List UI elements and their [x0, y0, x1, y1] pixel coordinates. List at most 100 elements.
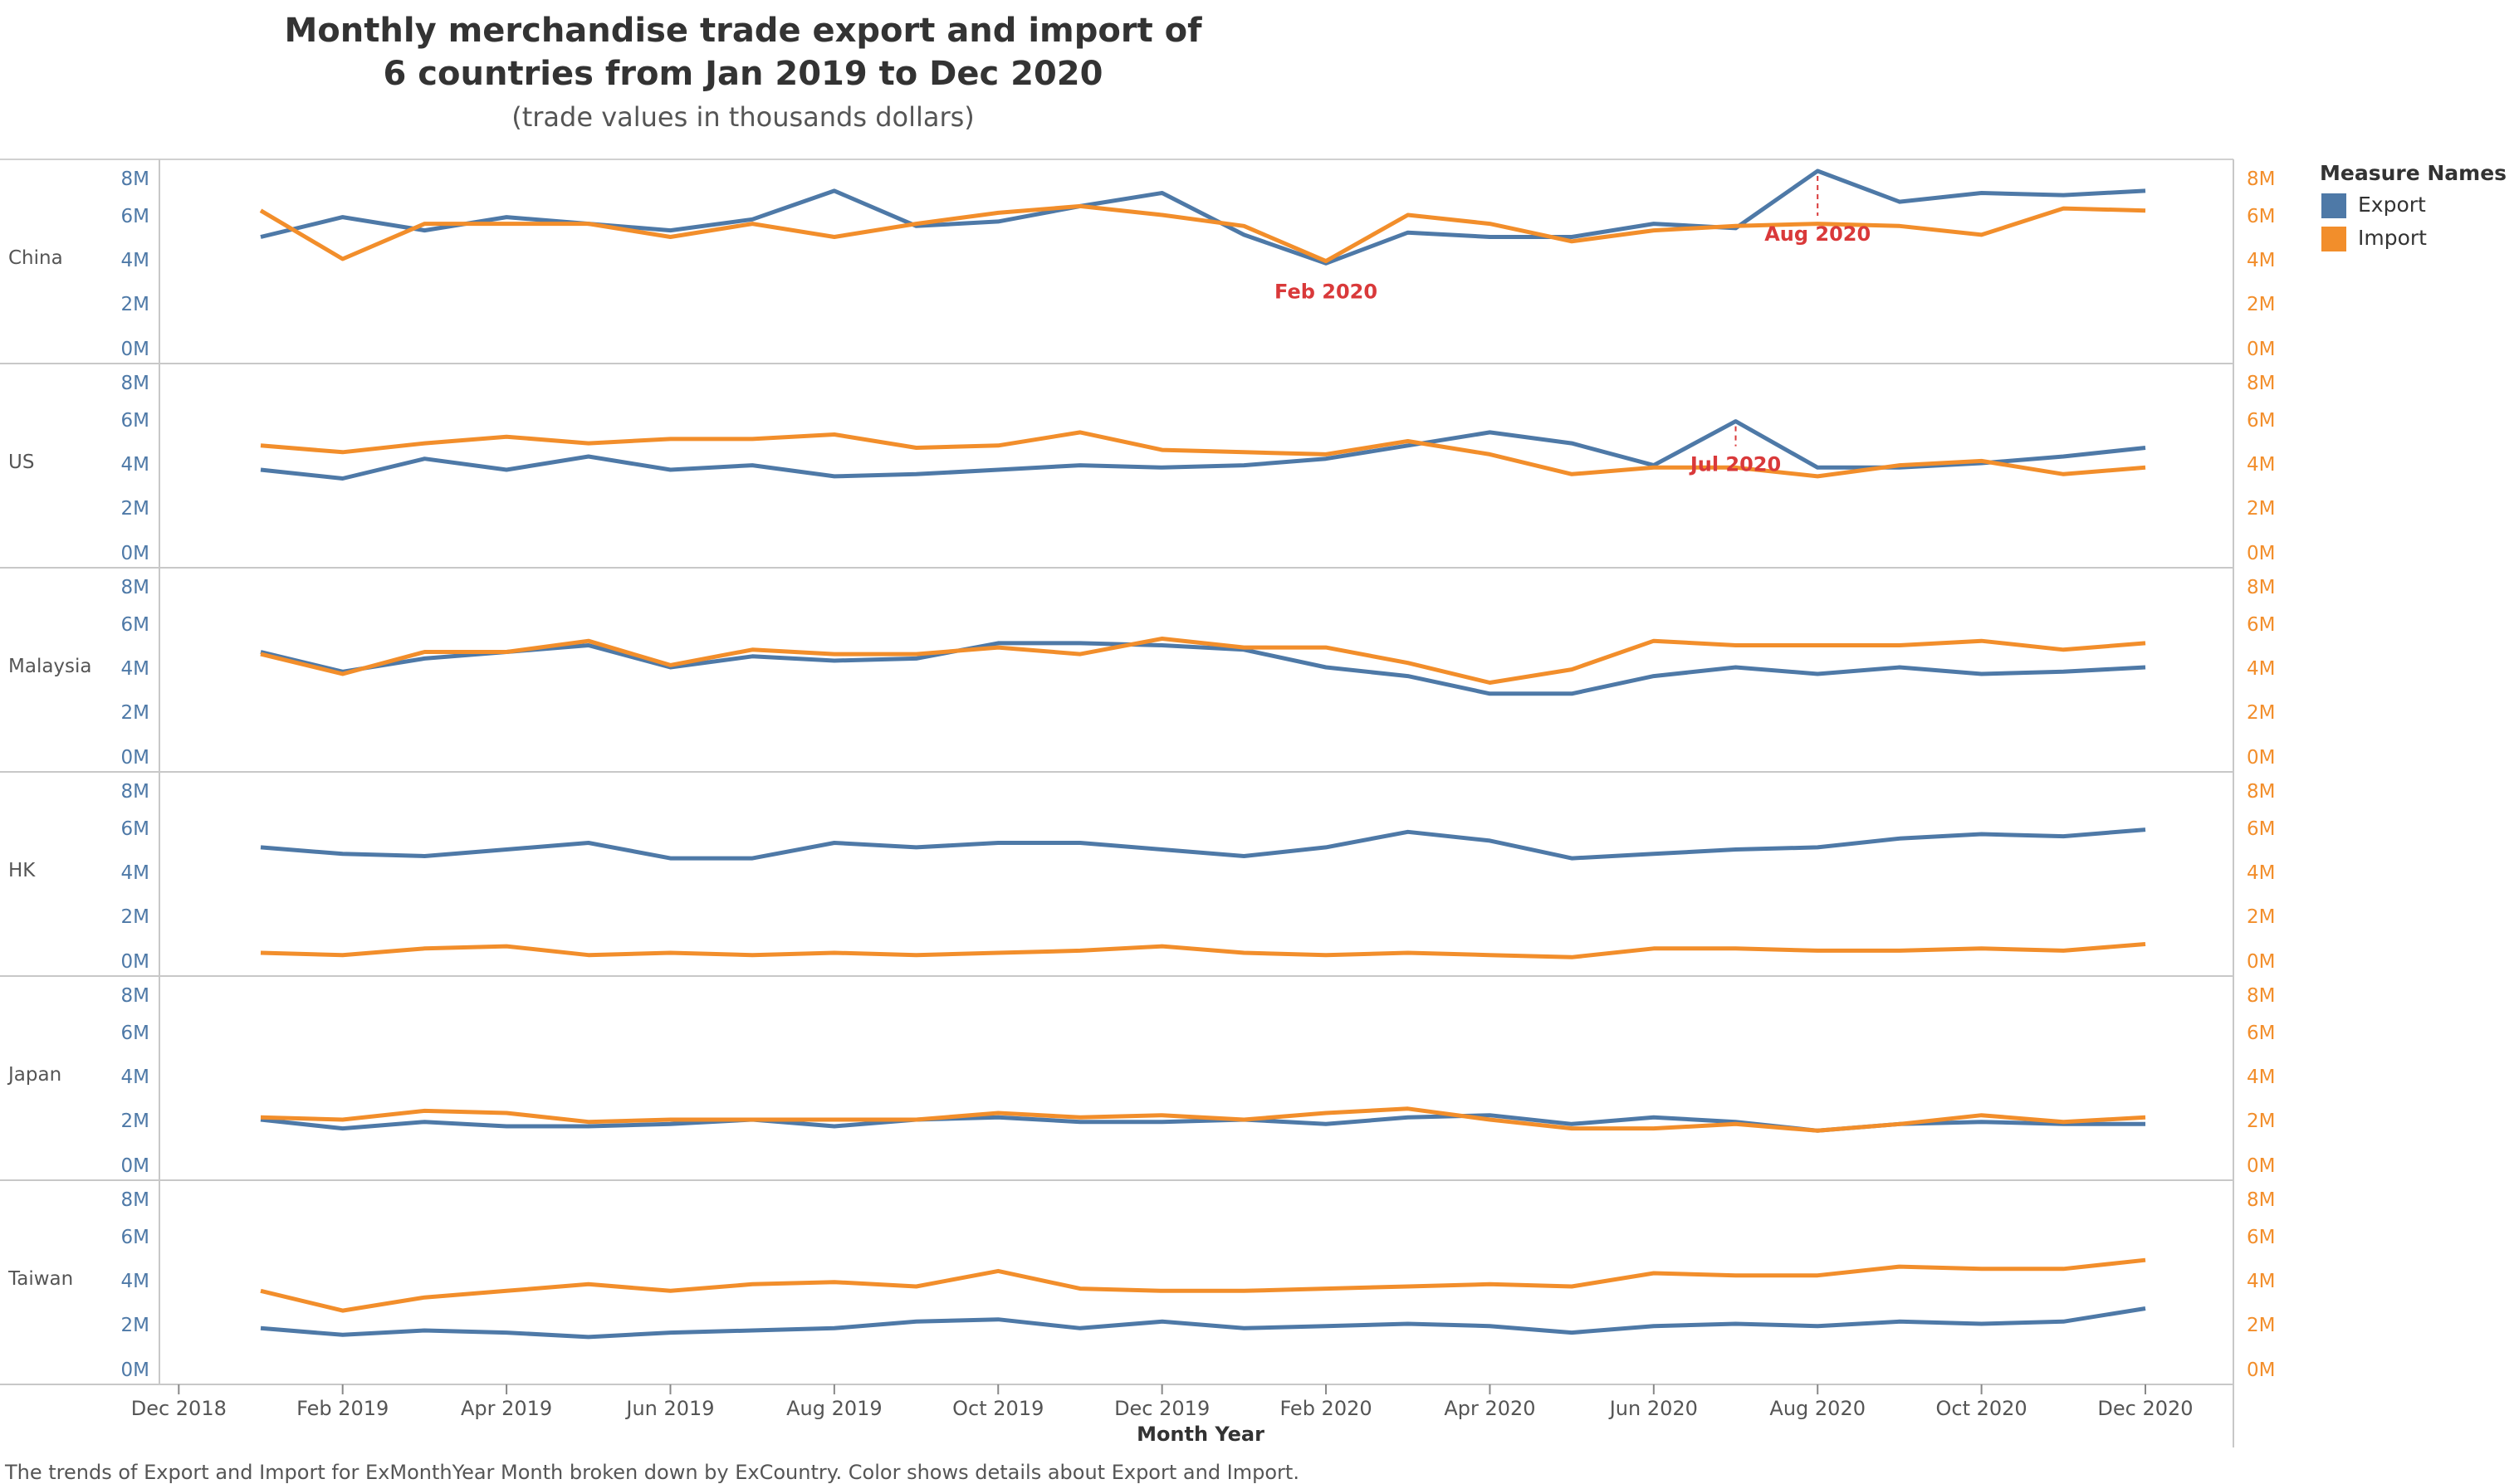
y-tick-right: 2M	[2247, 294, 2275, 315]
y-tick-left: 2M	[121, 906, 149, 928]
panel-label-us: US	[8, 452, 34, 473]
y-tick-right: 6M	[2247, 614, 2275, 636]
x-axis-label: Month Year	[1137, 1423, 1264, 1446]
y-tick-left: 2M	[121, 702, 149, 724]
export-line-china	[260, 168, 2146, 266]
annotation-label: Aug 2020	[1764, 222, 1871, 246]
y-tick-left: 6M	[121, 1227, 149, 1248]
x-tick-label: Aug 2020	[1769, 1397, 1866, 1420]
y-tick-right: 0M	[2247, 1360, 2275, 1381]
export-line-hk	[260, 827, 2146, 861]
x-tick-label: Dec 2018	[131, 1397, 227, 1420]
y-tick-right: 8M	[2247, 373, 2275, 394]
chart-subtitle: (trade values in thousands dollars)	[511, 101, 975, 133]
import-line-us	[260, 430, 2146, 479]
y-tick-right: 6M	[2247, 1023, 2275, 1044]
y-tick-right: 4M	[2247, 862, 2275, 884]
x-tick-label: Jun 2019	[624, 1397, 714, 1420]
x-tick-label: Feb 2019	[296, 1397, 389, 1420]
y-tick-left: 0M	[121, 747, 149, 769]
y-tick-left: 8M	[121, 168, 149, 190]
panel-label-malaysia: Malaysia	[8, 656, 92, 677]
y-tick-left: 8M	[121, 985, 149, 1007]
y-tick-left: 6M	[121, 614, 149, 636]
y-tick-right: 2M	[2247, 1111, 2275, 1132]
annotation-label: Feb 2020	[1274, 280, 1377, 303]
chart-caption: The trends of Export and Import for ExMo…	[5, 1461, 1299, 1484]
x-tick-label: Apr 2020	[1444, 1397, 1535, 1420]
y-tick-left: 8M	[121, 577, 149, 598]
y-tick-left: 4M	[121, 1271, 149, 1292]
y-tick-left: 2M	[121, 1111, 149, 1132]
y-tick-right: 2M	[2247, 702, 2275, 724]
panel-label-hk: HK	[8, 860, 36, 881]
y-tick-right: 8M	[2247, 168, 2275, 190]
import-line-hk	[260, 942, 2146, 959]
y-tick-right: 2M	[2247, 498, 2275, 520]
y-tick-right: 0M	[2247, 543, 2275, 564]
y-tick-left: 4M	[121, 1067, 149, 1088]
y-tick-left: 8M	[121, 781, 149, 803]
y-tick-right: 8M	[2247, 577, 2275, 598]
x-tick-label: Feb 2020	[1279, 1397, 1372, 1420]
y-tick-left: 4M	[121, 250, 149, 271]
y-tick-left: 0M	[121, 1155, 149, 1177]
y-tick-right: 4M	[2247, 1067, 2275, 1088]
legend-label-export: Export	[2358, 193, 2426, 217]
export-line-taiwan	[260, 1306, 2146, 1340]
chart-title-line-2: 6 countries from Jan 2019 to Dec 2020	[383, 55, 1103, 93]
import-line-malaysia	[260, 637, 2146, 685]
y-tick-left: 0M	[121, 951, 149, 973]
y-tick-right: 8M	[2247, 781, 2275, 803]
y-tick-left: 2M	[121, 294, 149, 315]
panel-label-japan: Japan	[7, 1064, 61, 1086]
import-line-taiwan	[260, 1257, 2146, 1313]
y-tick-left: 2M	[121, 1315, 149, 1336]
y-tick-left: 4M	[121, 862, 149, 884]
y-tick-left: 6M	[121, 206, 149, 227]
chart-title-line-1: Monthly merchandise trade export and imp…	[284, 12, 1202, 50]
y-tick-right: 2M	[2247, 906, 2275, 928]
y-tick-left: 6M	[121, 410, 149, 432]
annotation-label: Jul 2020	[1689, 453, 1781, 476]
y-tick-right: 6M	[2247, 1227, 2275, 1248]
y-tick-left: 8M	[121, 373, 149, 394]
import-line-japan	[260, 1106, 2146, 1133]
y-tick-left: 4M	[121, 454, 149, 476]
y-tick-right: 8M	[2247, 985, 2275, 1007]
x-tick-label: Apr 2019	[461, 1397, 552, 1420]
y-tick-left: 4M	[121, 658, 149, 680]
y-tick-left: 8M	[121, 1189, 149, 1211]
export-line-malaysia	[260, 641, 2146, 696]
y-tick-right: 4M	[2247, 658, 2275, 680]
x-tick-label: Oct 2019	[952, 1397, 1044, 1420]
y-tick-right: 0M	[2247, 747, 2275, 769]
y-tick-left: 0M	[121, 543, 149, 564]
y-tick-right: 6M	[2247, 206, 2275, 227]
export-line-us	[260, 419, 2146, 481]
y-tick-right: 8M	[2247, 1189, 2275, 1211]
y-tick-right: 6M	[2247, 818, 2275, 840]
y-tick-right: 0M	[2247, 1155, 2275, 1177]
x-tick-label: Oct 2020	[1936, 1397, 2027, 1420]
y-tick-left: 0M	[121, 339, 149, 360]
legend-item-export[interactable]: Export	[2321, 193, 2426, 218]
y-tick-right: 0M	[2247, 951, 2275, 973]
y-tick-right: 4M	[2247, 250, 2275, 271]
y-tick-right: 0M	[2247, 339, 2275, 360]
y-tick-left: 6M	[121, 818, 149, 840]
legend-item-import[interactable]: Import	[2321, 226, 2427, 251]
y-tick-right: 4M	[2247, 1271, 2275, 1292]
panel-label-taiwan: Taiwan	[7, 1268, 73, 1290]
panel-label-china: China	[8, 247, 63, 269]
legend-title: Measure Names	[2320, 161, 2507, 185]
y-tick-left: 6M	[121, 1023, 149, 1044]
legend-label-import: Import	[2358, 226, 2427, 250]
y-tick-right: 2M	[2247, 1315, 2275, 1336]
x-tick-label: Dec 2019	[1114, 1397, 1210, 1420]
x-tick-label: Dec 2020	[2097, 1397, 2193, 1420]
x-tick-label: Jun 2020	[1608, 1397, 1698, 1420]
y-tick-right: 6M	[2247, 410, 2275, 432]
x-tick-label: Aug 2019	[786, 1397, 883, 1420]
